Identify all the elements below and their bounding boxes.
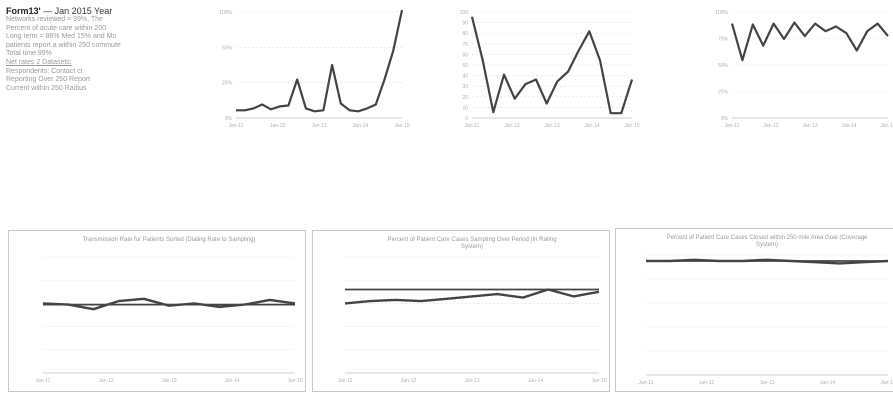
- x-tick-label: Jan-13: [161, 378, 177, 384]
- notes-line: Long term = 86% Med 15% and Mo: [6, 33, 117, 41]
- notes-line: patients report a within 250 commute: [6, 41, 121, 49]
- x-tick-label: Jan-13: [311, 123, 327, 129]
- chart-title: Percent of Patient Care Cases Sampling O…: [387, 237, 556, 243]
- y-tick-label: 50%: [718, 63, 729, 69]
- notes-line: Net rates 2 Datasets:: [6, 58, 72, 66]
- chart-panel-3: Percent of Patient Care Cases Closed wit…: [615, 228, 893, 392]
- x-tick-label: Jan-14: [528, 378, 544, 384]
- notes-header: Form13' — Jan 2015 Year: [6, 6, 176, 16]
- series-line: [42, 297, 296, 311]
- x-tick-label: Jan-15: [394, 123, 410, 129]
- x-tick-label: Jan-13: [464, 378, 480, 384]
- x-tick-label: Jan-11: [229, 123, 244, 129]
- y-tick-label: 100: [460, 10, 469, 16]
- x-tick-label: Jan-14: [224, 378, 240, 384]
- chart-title: Transmission Rate for Patients Sorted (D…: [83, 237, 256, 243]
- chart-title: Percent of Patient Care Cases Closed wit…: [667, 235, 868, 241]
- y-tick-label: 100%: [219, 10, 232, 16]
- line-chart-1: 0% 25% 50% 100% Jan-11 Jan-12 Jan-13 Jan-14 Jan-…: [219, 9, 410, 129]
- x-tick-label: Jan-11: [639, 380, 654, 386]
- series-line: [730, 21, 889, 62]
- y-tick-label: 25%: [718, 90, 729, 96]
- x-tick-label: Jan-14: [820, 380, 836, 386]
- y-tick-label: 0: [465, 116, 468, 122]
- y-tick-label: 100%: [715, 10, 728, 16]
- x-tick-label: Jan-11: [36, 378, 51, 384]
- notes-line: Current within 250 Radius: [6, 84, 87, 92]
- x-tick-label: Jan-15: [880, 123, 893, 129]
- chart-panel-2: Percent of Patient Care Cases Sampling O…: [312, 230, 610, 392]
- line-chart-2: 0 10 20 30 40 50 60 70 80 90 100 Jan-11 Jan-12 Jan-13…: [460, 10, 640, 129]
- y-tick-label: 25%: [222, 81, 233, 87]
- series-line: [470, 16, 634, 115]
- notes-title-suffix: — Jan 2015 Year: [43, 6, 113, 16]
- y-tick-label: 40: [462, 74, 468, 80]
- notes-line: Reporting Over 250 Report: [6, 76, 91, 84]
- x-tick-label: Jan-12: [270, 123, 286, 129]
- y-tick-label: 50: [462, 63, 468, 69]
- line-chart-6: Percent of Patient Care Cases Closed wit…: [639, 235, 893, 386]
- x-tick-label: Jan-13: [544, 123, 560, 129]
- x-tick-label: Jan-14: [584, 123, 600, 129]
- line-chart-3: 0% 25% 50% 75% 100% Jan-11 Jan-12 Jan-13 Jan-14 J…: [715, 10, 893, 129]
- x-tick-label: Jan-12: [699, 380, 715, 386]
- x-tick-label: Jan-15: [287, 378, 303, 384]
- x-tick-label: Jan-14: [841, 123, 857, 129]
- series-line: [236, 9, 404, 113]
- y-tick-label: 75%: [718, 37, 729, 43]
- x-tick-label: Jan-15: [880, 380, 893, 386]
- y-tick-label: 30: [462, 84, 468, 90]
- chart-title: System): [756, 242, 778, 248]
- notes-line: Percent of acute care within 200: [6, 24, 107, 32]
- y-tick-label: 70: [462, 42, 468, 48]
- chart-panel-1: Transmission Rate for Patients Sorted (D…: [8, 230, 306, 392]
- notes-line: Networks reviewed = 99%, The: [6, 16, 103, 23]
- y-tick-label: 60: [462, 52, 468, 58]
- notes-title: Form13': [6, 6, 41, 16]
- x-tick-label: Jan-15: [624, 123, 640, 129]
- x-tick-label: Jan-15: [591, 378, 607, 384]
- y-tick-label: 80: [462, 31, 468, 37]
- notes-line: Respondents: Contact ct: [6, 67, 83, 75]
- series-line: [344, 288, 600, 305]
- x-tick-label: Jan-14: [353, 123, 369, 129]
- x-tick-label: Jan-12: [763, 123, 779, 129]
- x-tick-label: Jan-13: [802, 123, 818, 129]
- x-tick-label: Jan-11: [725, 123, 740, 129]
- chart-title: System): [461, 244, 483, 250]
- y-tick-label: 0%: [721, 116, 729, 122]
- x-tick-label: Jan-13: [759, 380, 775, 386]
- notes-line: Total time 99%: [6, 50, 52, 58]
- x-tick-label: Jan-12: [504, 123, 520, 129]
- y-tick-label: 0%: [225, 116, 233, 122]
- x-tick-label: Jan-12: [401, 378, 417, 384]
- line-chart-5: Percent of Patient Care Cases Sampling O…: [338, 237, 607, 384]
- x-tick-label: Jan-11: [338, 378, 353, 384]
- y-tick-label: 10: [462, 105, 468, 111]
- y-tick-label: 90: [462, 21, 468, 27]
- y-tick-label: 50%: [222, 45, 233, 51]
- line-chart-4: Transmission Rate for Patients Sorted (D…: [36, 237, 303, 384]
- x-tick-label: Jan-12: [98, 378, 114, 384]
- x-tick-label: Jan-11: [465, 123, 480, 129]
- notes-panel: Form13' — Jan 2015 Year Networks reviewe…: [6, 6, 176, 93]
- y-tick-label: 20: [462, 95, 468, 101]
